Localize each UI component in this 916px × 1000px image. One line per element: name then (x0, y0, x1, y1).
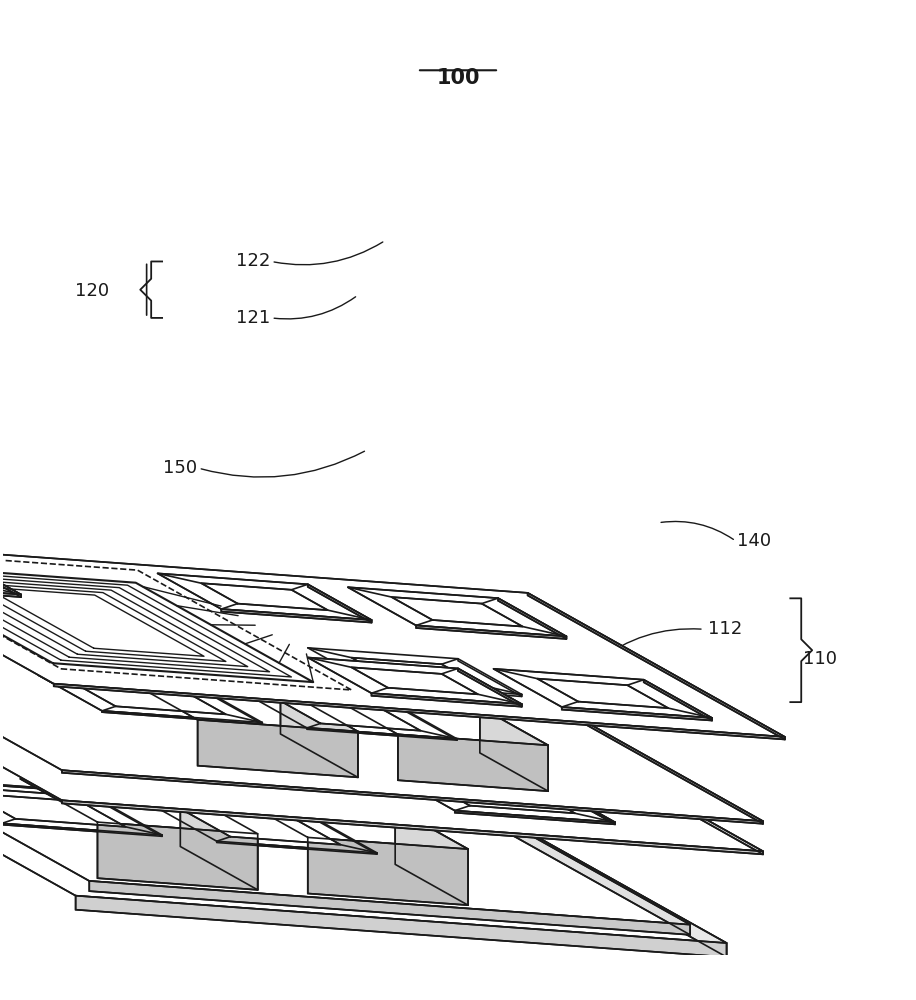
Polygon shape (282, 702, 420, 731)
Text: 122: 122 (236, 252, 270, 270)
Polygon shape (217, 841, 377, 854)
Polygon shape (304, 812, 377, 854)
Polygon shape (348, 587, 566, 636)
Polygon shape (0, 636, 763, 821)
Polygon shape (524, 717, 763, 854)
Text: 101: 101 (24, 593, 58, 611)
Polygon shape (97, 822, 257, 890)
Polygon shape (458, 659, 522, 696)
Text: 120: 120 (75, 282, 109, 300)
Polygon shape (480, 707, 548, 791)
Polygon shape (0, 779, 690, 925)
Polygon shape (158, 573, 372, 620)
Text: 100: 100 (436, 68, 480, 88)
Polygon shape (308, 648, 522, 694)
Polygon shape (537, 679, 669, 708)
Polygon shape (0, 775, 726, 943)
Polygon shape (120, 676, 358, 731)
Polygon shape (372, 684, 522, 696)
Polygon shape (0, 549, 21, 595)
Polygon shape (427, 781, 575, 813)
Polygon shape (455, 811, 615, 824)
Polygon shape (102, 711, 262, 724)
Polygon shape (352, 667, 478, 694)
Polygon shape (38, 675, 262, 723)
Text: 140: 140 (736, 532, 771, 550)
Polygon shape (0, 793, 125, 827)
Text: 121: 121 (236, 309, 270, 327)
Polygon shape (89, 699, 158, 739)
Polygon shape (372, 693, 522, 707)
Polygon shape (0, 695, 117, 728)
Polygon shape (0, 686, 158, 737)
Polygon shape (199, 687, 262, 724)
Polygon shape (280, 688, 358, 777)
Polygon shape (395, 808, 468, 905)
Polygon shape (89, 881, 690, 935)
Polygon shape (93, 797, 162, 836)
Polygon shape (416, 625, 566, 639)
Polygon shape (498, 598, 566, 639)
Polygon shape (458, 668, 522, 707)
Polygon shape (0, 584, 21, 597)
Polygon shape (222, 609, 372, 623)
Polygon shape (352, 658, 478, 685)
Polygon shape (0, 724, 158, 739)
Polygon shape (510, 822, 726, 957)
Polygon shape (387, 772, 615, 822)
Polygon shape (308, 837, 468, 905)
Text: 110: 110 (803, 650, 837, 668)
Polygon shape (198, 720, 358, 777)
Text: 111: 111 (655, 693, 689, 711)
Polygon shape (144, 800, 377, 853)
Polygon shape (0, 559, 21, 597)
Polygon shape (494, 669, 712, 718)
Polygon shape (0, 785, 162, 835)
Polygon shape (245, 694, 457, 739)
Polygon shape (234, 797, 468, 849)
Polygon shape (508, 823, 690, 935)
Text: 150: 150 (163, 459, 197, 477)
Polygon shape (308, 658, 522, 704)
Polygon shape (396, 704, 457, 740)
Polygon shape (391, 597, 523, 627)
Polygon shape (2, 823, 162, 836)
Polygon shape (75, 683, 226, 714)
Polygon shape (180, 790, 257, 890)
Polygon shape (0, 666, 763, 851)
Text: 112: 112 (708, 620, 742, 638)
Polygon shape (307, 728, 457, 740)
Polygon shape (76, 896, 726, 957)
Polygon shape (180, 809, 341, 845)
Polygon shape (308, 584, 372, 623)
Polygon shape (562, 707, 712, 721)
Polygon shape (330, 696, 548, 745)
Polygon shape (547, 784, 615, 824)
Polygon shape (524, 687, 763, 824)
Polygon shape (0, 540, 785, 737)
Polygon shape (20, 779, 257, 834)
Polygon shape (54, 684, 785, 739)
Polygon shape (644, 680, 712, 721)
Polygon shape (62, 770, 763, 824)
Polygon shape (528, 593, 785, 739)
Polygon shape (202, 583, 328, 610)
Polygon shape (398, 734, 548, 791)
Polygon shape (62, 800, 763, 854)
